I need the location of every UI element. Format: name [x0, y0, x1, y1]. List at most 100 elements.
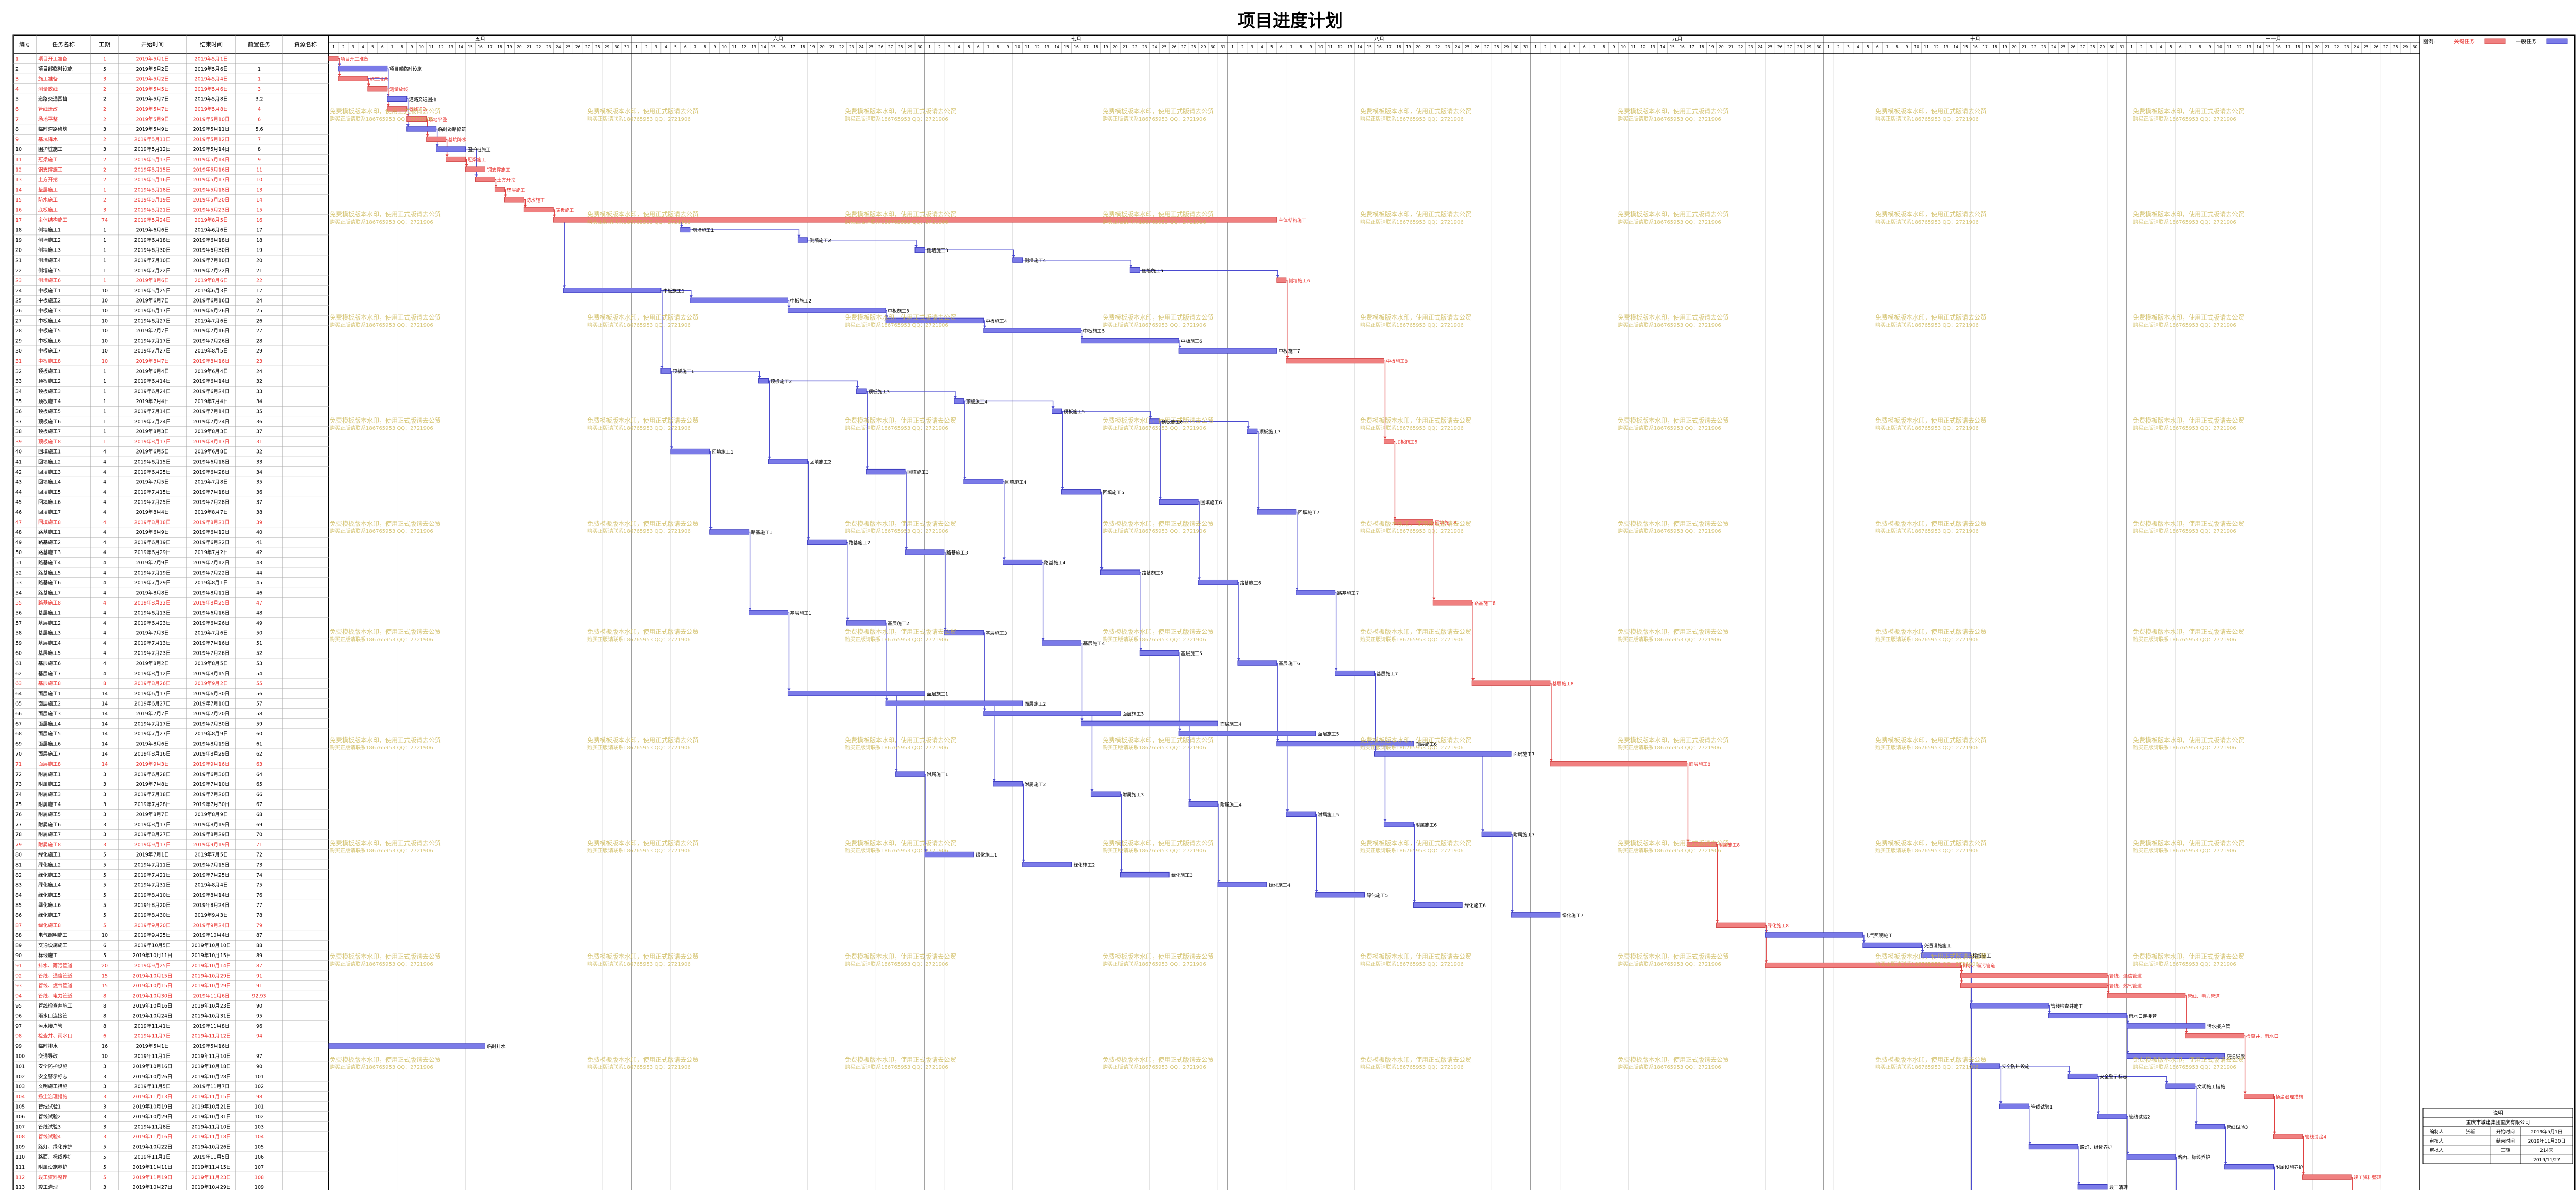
task-bar-label: 文明施工措施 — [2197, 1084, 2225, 1090]
link-arrow — [406, 124, 410, 127]
day-tick-label: 21 — [2022, 45, 2027, 49]
watermark-text: 购买正版请联系186765953 QQ：2721906 — [587, 636, 691, 643]
dependency-link — [2273, 1166, 2275, 1190]
task-bar-label: 中板施工4 — [986, 318, 1007, 324]
link-arrow — [1002, 557, 1006, 560]
day-tick-label: 17 — [1083, 45, 1089, 49]
day-tick-label: 31 — [1523, 45, 1529, 49]
table-cell: 2019年6月6日 — [195, 227, 228, 233]
link-arrow — [1041, 638, 1045, 641]
table-cell: 2019年7月22日 — [193, 267, 230, 274]
watermark-text: 免费模板版本水印，使用正式版请去公贸 — [1103, 519, 1214, 527]
task-bar-label: 扬尘治理措施 — [2275, 1094, 2303, 1100]
day-tick-label: 18 — [800, 45, 805, 49]
table-cell: 2019年11月6日 — [193, 993, 230, 999]
link-arrow — [963, 476, 967, 479]
table-cell: 8 — [15, 127, 19, 132]
task-bar — [1286, 811, 1316, 817]
watermark-text: 免费模板版本水印，使用正式版请去公贸 — [1360, 628, 1471, 635]
table-cell: 53 — [256, 661, 262, 666]
watermark-text: 购买正版请联系186765953 QQ：2721906 — [1360, 425, 1464, 431]
day-tick-label: 8 — [401, 45, 403, 49]
day-tick-label: 29 — [1201, 45, 1206, 49]
table-cell: 103 — [255, 1125, 264, 1130]
watermark-text: 免费模板版本水印，使用正式版请去公贸 — [1103, 1055, 1214, 1063]
task-bar — [944, 630, 984, 636]
day-tick-label: 30 — [918, 45, 923, 49]
table-cell: 2019年8月1日 — [195, 580, 228, 586]
table-cell: 2019年7月26日 — [193, 650, 230, 657]
table-cell: 3 — [103, 76, 106, 82]
table-cell: 2019年6月29日 — [134, 549, 171, 556]
table-cell: 85 — [15, 902, 22, 908]
table-cell: 55 — [15, 600, 22, 606]
watermark-text: 免费模板版本水印，使用正式版请去公贸 — [2133, 416, 2244, 424]
link-arrow — [885, 315, 889, 319]
table-cell: 51 — [256, 641, 262, 646]
watermark-text: 购买正版请联系186765953 QQ：2721906 — [1360, 219, 1464, 225]
table-cell: 35 — [15, 399, 22, 405]
table-cell: 2019年5月25日 — [134, 288, 171, 294]
task-bar — [797, 237, 808, 243]
day-tick-label: 4 — [1857, 45, 1859, 49]
link-arrow — [1393, 517, 1397, 520]
task-bar-label: 安全警示标志 — [2099, 1074, 2127, 1080]
link-arrow — [1217, 879, 1221, 882]
table-cell: 44 — [256, 570, 262, 576]
table-cell: 2 — [103, 177, 106, 183]
watermark-text: 免费模板版本水印，使用正式版请去公贸 — [1360, 313, 1471, 321]
dependency-link — [2078, 1146, 2079, 1185]
link-arrow — [504, 194, 507, 197]
table-cell: 14 — [101, 751, 108, 757]
day-tick-label: 5 — [1270, 45, 1273, 49]
table-cell: 中板施工2 — [38, 297, 61, 304]
day-tick-label: 1 — [2130, 45, 2133, 49]
table-cell: 32 — [256, 379, 262, 384]
table-cell: 49 — [15, 540, 22, 546]
task-bar — [1315, 892, 1365, 898]
watermark-text: 购买正版请联系186765953 QQ：2721906 — [2133, 322, 2236, 328]
day-tick-label: 11 — [2227, 45, 2232, 49]
day-tick-label: 31 — [1221, 45, 1226, 49]
task-bar-label: 竣工清理 — [2109, 1184, 2128, 1190]
watermark-text: 购买正版请联系186765953 QQ：2721906 — [1875, 115, 1979, 122]
table-cell: 1 — [103, 389, 106, 394]
task-bar — [2126, 1053, 2225, 1059]
dependency-link — [1257, 431, 1259, 510]
table-cell: 10 — [15, 147, 22, 153]
task-bar-label: 项目部临时设施 — [389, 66, 422, 72]
link-arrow — [2243, 1091, 2247, 1094]
watermark-text: 购买正版请联系186765953 QQ：2721906 — [845, 528, 948, 534]
table-cell: 附属设施养护 — [38, 1164, 67, 1170]
legend-normal-swatch — [2546, 38, 2568, 44]
watermark-text: 购买正版请联系186765953 QQ：2721906 — [1618, 744, 1721, 751]
day-tick-label: 18 — [1396, 45, 1401, 49]
day-tick-label: 6 — [977, 45, 980, 49]
day-tick-label: 22 — [839, 45, 844, 49]
link-arrow — [2224, 1162, 2227, 1165]
table-cell: 2019年10月16日 — [133, 1003, 173, 1009]
table-cell: 4 — [103, 661, 106, 666]
table-cell: 4 — [103, 590, 106, 596]
task-bar — [1188, 801, 1218, 807]
table-cell: 2019年7月13日 — [134, 640, 171, 646]
table-cell: 3 — [103, 1134, 106, 1140]
watermark-text: 购买正版请联系186765953 QQ：2721906 — [1618, 528, 1721, 534]
table-cell: 2019年6月19日 — [134, 540, 171, 546]
day-tick-label: 19 — [2002, 45, 2007, 49]
watermark-text: 购买正版请联系186765953 QQ：2721906 — [1360, 528, 1464, 534]
task-bar — [1061, 489, 1101, 495]
timeline-header: 五月1 2 3 4 5 6 7 8 9 10 11 12 13 14 15 16 17 18 19 20 21 22 23 2… — [329, 35, 2420, 1190]
table-cell: 13 — [15, 177, 22, 183]
task-bar-label: 管线、电力管道 — [2188, 993, 2220, 999]
day-tick-label: 21 — [1728, 45, 1734, 49]
table-cell: 101 — [255, 1074, 264, 1080]
table-cell: 47 — [256, 600, 262, 606]
month-label: 六月 — [773, 36, 783, 42]
day-tick-label: 10 — [1621, 45, 1626, 49]
table-cell: 2019年6月4日 — [136, 368, 170, 374]
table-cell: 67 — [15, 722, 22, 727]
dependency-link — [2127, 1025, 2205, 1054]
link-arrow — [1765, 960, 1768, 963]
table-cell: 82 — [15, 873, 22, 878]
